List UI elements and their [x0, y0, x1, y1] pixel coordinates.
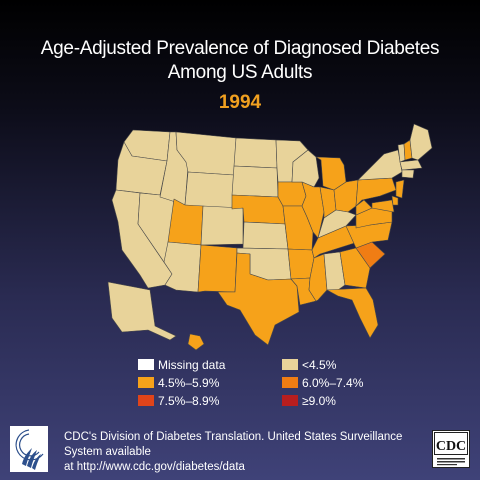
legend-label-6-0-7-4: 6.0%–7.4% — [302, 376, 364, 390]
legend-swatch-6-0-7-4 — [282, 377, 298, 388]
state-ak — [107, 281, 177, 341]
state-tx — [217, 252, 300, 346]
state-ar — [287, 248, 315, 280]
state-co — [200, 205, 244, 246]
cdc-logo: CDC — [432, 430, 470, 468]
legend-swatch-missing — [138, 359, 154, 370]
year-label: 1994 — [218, 92, 262, 113]
state-al — [323, 251, 346, 291]
state-ny — [357, 149, 403, 181]
state-ga — [339, 247, 371, 289]
state-nm — [197, 244, 238, 293]
legend-label-7-5-8-9: 7.5%–8.9% — [158, 394, 220, 408]
legend-swatch-lt-4-5 — [282, 359, 298, 370]
legend-label-4-5-5-9: 4.5%–5.9% — [158, 376, 220, 390]
state-hi — [187, 333, 205, 351]
state-az — [163, 241, 202, 293]
state-ks — [242, 221, 289, 250]
state-nd — [233, 137, 278, 169]
state-ut — [167, 198, 204, 246]
footer-line-2: at http://www.cdc.gov/diabetes/data — [64, 461, 245, 473]
title-line-2: Among US Adults — [167, 62, 313, 83]
state-wy — [184, 171, 235, 210]
legend-label-lt-4-5: <4.5% — [302, 358, 337, 372]
state-de — [391, 195, 399, 206]
legend-swatch-ge-9 — [282, 395, 298, 406]
state-me — [409, 123, 433, 161]
state-wi — [291, 149, 320, 188]
legend-label-missing: Missing data — [158, 358, 226, 372]
state-nj — [395, 179, 405, 199]
cdc-logo-text: CDC — [436, 439, 466, 454]
hhs-eagle-logo — [10, 426, 48, 472]
legend-swatch-4-5-5-9 — [138, 377, 154, 388]
legend-swatch-7-5-8-9 — [138, 395, 154, 406]
title-line-1: Age-Adjusted Prevalence of Diagnosed Dia… — [40, 38, 440, 59]
state-ct — [401, 169, 415, 179]
state-ia — [277, 181, 307, 207]
footer-line-1: CDC's Division of Diabetes Translation. … — [64, 431, 403, 458]
footer-text: CDC's Division of Diabetes Translation. … — [64, 430, 404, 475]
state-ma — [399, 159, 423, 171]
state-il — [301, 181, 325, 239]
state-md — [371, 199, 395, 213]
state-sd — [231, 165, 279, 198]
state-fl — [326, 287, 379, 339]
legend-label-ge-9: ≥9.0% — [302, 394, 336, 408]
